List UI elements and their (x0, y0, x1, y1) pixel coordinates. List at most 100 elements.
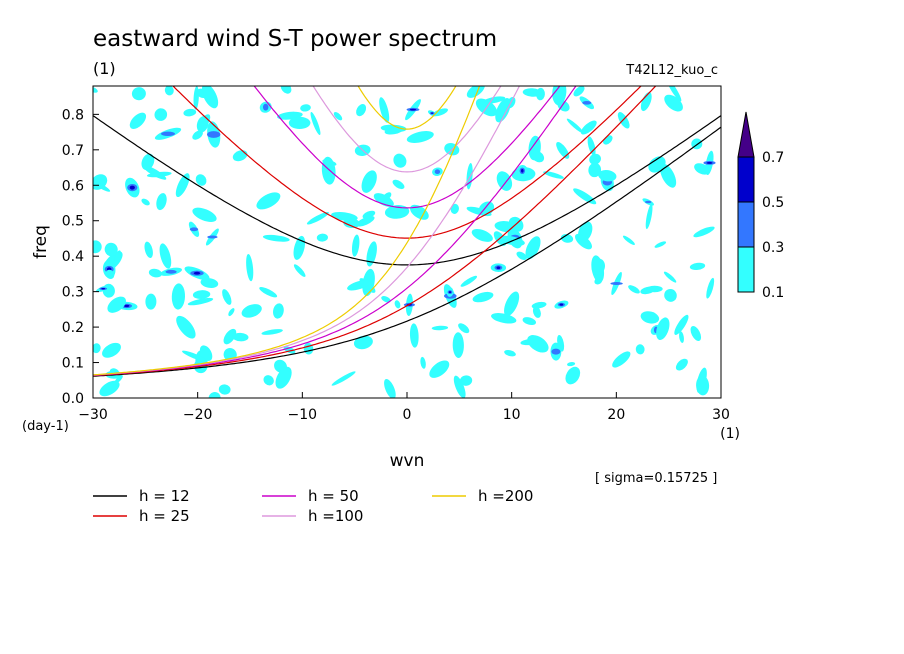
contour-patch (617, 112, 630, 129)
colorbar-label: 0.3 (762, 240, 784, 256)
contour-patch (612, 351, 631, 368)
contour-patch (232, 150, 248, 162)
contour-patch (200, 278, 219, 288)
contour-patch (333, 112, 343, 121)
y-tick-label: 0.4 (62, 249, 84, 265)
dispersion-curve-100 (312, 86, 502, 173)
contour-patch (263, 375, 274, 386)
x-tick-label: −10 (288, 407, 318, 423)
contour-patch-high (193, 271, 201, 275)
contour-patch (504, 291, 520, 317)
dispersion-curve-50 (93, 86, 577, 376)
contour-patch (93, 343, 101, 354)
contour-patch (154, 108, 168, 121)
legend-label: h = 25 (139, 507, 190, 525)
contour-patch (471, 228, 493, 242)
contour-patch-high (124, 304, 130, 308)
contour-patch (102, 342, 121, 358)
contour-patch (645, 203, 653, 230)
contour-patch (241, 304, 262, 318)
contour-patch (536, 87, 545, 101)
chart-subtitle-left: (1) (93, 59, 116, 78)
contour-patch (393, 153, 407, 168)
contour-patch (566, 118, 584, 133)
contour-patch (306, 211, 329, 225)
contour-patch (361, 170, 377, 193)
contour-patch (201, 86, 219, 109)
contour-patch (316, 233, 328, 242)
y-unit-label: (day-1) (22, 419, 69, 434)
contour-patch (598, 169, 617, 182)
contour-patch (99, 380, 120, 397)
y-tick-label: 0.7 (62, 143, 84, 159)
contour-patch (104, 242, 118, 257)
legend-label: h =200 (478, 487, 533, 505)
contour-patch (409, 323, 419, 348)
contour-patch (196, 115, 209, 133)
contour-patch (516, 251, 527, 260)
contour-patch (131, 87, 146, 101)
contour-patch (543, 171, 564, 179)
contour-patch (105, 269, 115, 280)
contour-patch (504, 349, 516, 357)
contour-patch-mid (434, 169, 441, 174)
contour-patch (532, 306, 541, 318)
contour-patch-high (409, 108, 417, 111)
contour-patch (145, 293, 157, 310)
contour-patch (690, 326, 702, 341)
x-axis-label: wvn (390, 451, 425, 471)
colorbar-swatch (737, 156, 755, 203)
contour-patch (275, 366, 292, 389)
y-tick-label: 0.1 (62, 356, 84, 372)
dispersion-curves (93, 86, 721, 377)
dispersion-curve-25 (172, 86, 642, 239)
contour-patch (420, 356, 426, 369)
y-tick-label: 0.8 (62, 107, 84, 123)
contour-patch (192, 130, 203, 140)
contour-patch (144, 241, 153, 259)
contour-patch (565, 366, 581, 385)
contour-patch (199, 345, 213, 362)
contour-patch (552, 86, 567, 106)
contour-patch (171, 283, 186, 310)
contour-patch (452, 332, 464, 358)
contour-patch (496, 171, 513, 191)
contour-patch (261, 329, 283, 335)
contour-patch (195, 174, 207, 186)
dispersion-curve-200 (357, 86, 457, 130)
dispersion-curve-25 (93, 86, 657, 377)
contour-patch (628, 285, 640, 294)
y-tick-label: 0.5 (62, 214, 84, 230)
x-tick-label: −30 (78, 407, 108, 423)
contour-patch (675, 358, 688, 371)
x-axis: −30 −20 −10 0 10 20 30 (78, 392, 730, 423)
contour-patch (353, 335, 373, 350)
contour-patch (522, 317, 537, 326)
contour-patch (654, 241, 667, 248)
contour-patch (450, 203, 459, 214)
contour-patch-high (431, 112, 434, 114)
contour-patch (664, 288, 677, 302)
y-tick-label: 0.3 (62, 285, 84, 301)
contour-patch (410, 204, 429, 220)
contour-patch (406, 131, 434, 143)
contour-patch (156, 193, 167, 211)
contour-patch (640, 92, 652, 112)
contour-patch (366, 241, 377, 267)
contour-patch (525, 236, 541, 260)
contour-patch (693, 226, 715, 238)
dispersion-curve-12 (93, 126, 721, 377)
contour-patch (622, 235, 635, 245)
contour-patch (491, 313, 517, 324)
contour-patch (466, 86, 485, 98)
contour-patch (459, 375, 473, 386)
contour-patch (148, 268, 162, 278)
contour-patch (453, 375, 466, 398)
contour-patch-mid (551, 348, 561, 355)
contour-patch (246, 253, 254, 282)
spectrum-contours (93, 86, 716, 398)
contour-patch (466, 163, 473, 190)
contour-patch (458, 323, 470, 334)
contour-patch (293, 264, 306, 277)
